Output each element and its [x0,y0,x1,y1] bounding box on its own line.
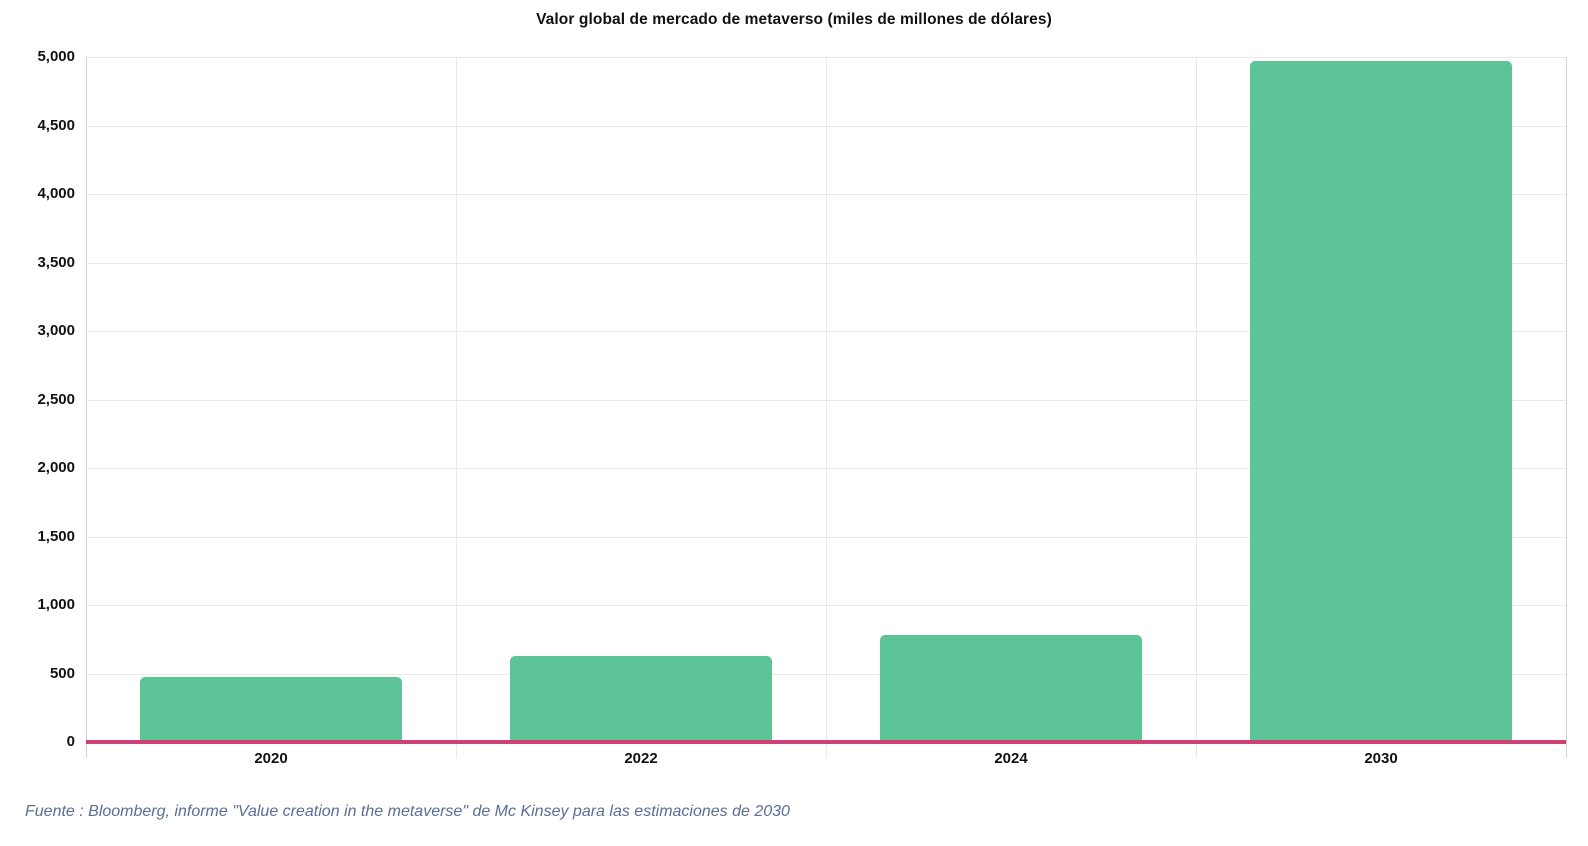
y-tick-label-1500: 1,500 [37,527,75,545]
x-tick-label-2022: 2022 [624,750,658,767]
x-tick-label-2024: 2024 [994,750,1028,767]
y-tick-label-5000: 5,000 [37,48,75,65]
vgridline-2 [826,57,827,758]
chart-title: Valor global de mercado de metaverso (mi… [536,11,1052,28]
y-tick-label-3000: 3,000 [37,322,75,339]
vgridline-1 [456,57,457,758]
plot-area [86,57,1567,758]
y-tick-label-2500: 2,500 [37,390,75,408]
y-tick-label-0: 0 [66,733,75,750]
bar-2022 [509,655,773,742]
source-note: Fuente : Bloomberg, informe "Value creat… [25,803,790,820]
y-tick-label-4500: 4,500 [37,116,75,134]
x-axis-baseline [86,740,1566,744]
y-tick-label-4000: 4,000 [37,185,75,202]
x-tick-label-2030: 2030 [1364,750,1398,767]
vgridline-3 [1196,57,1197,758]
bar-2020 [139,676,403,742]
y-tick-label-500: 500 [49,664,75,682]
vgridline-0 [86,57,87,758]
bar-2024 [879,634,1143,742]
x-tick-label-2020: 2020 [254,750,288,767]
y-tick-label-2000: 2,000 [37,459,75,476]
vgridline-4 [1566,57,1567,758]
y-tick-label-1000: 1,000 [37,596,75,613]
bar-2030 [1249,61,1513,742]
y-tick-label-3500: 3,500 [37,253,75,271]
